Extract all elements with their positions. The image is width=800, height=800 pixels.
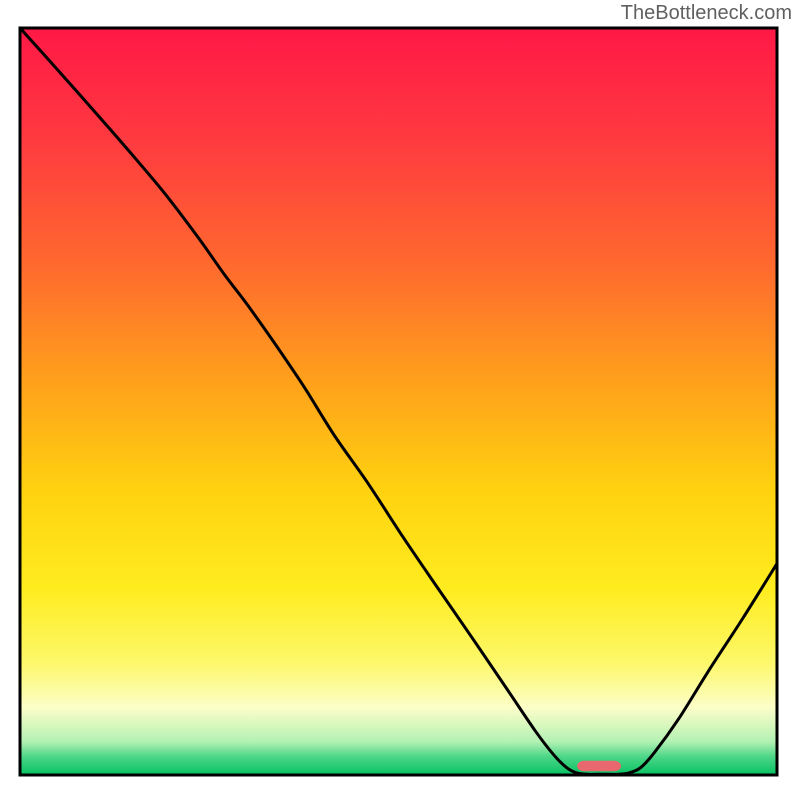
optimal-zone-marker [577, 761, 621, 771]
bottleneck-chart [0, 0, 800, 800]
watermark-text: TheBottleneck.com [621, 2, 792, 25]
chart-svg [0, 0, 800, 800]
gradient-background [20, 28, 777, 775]
